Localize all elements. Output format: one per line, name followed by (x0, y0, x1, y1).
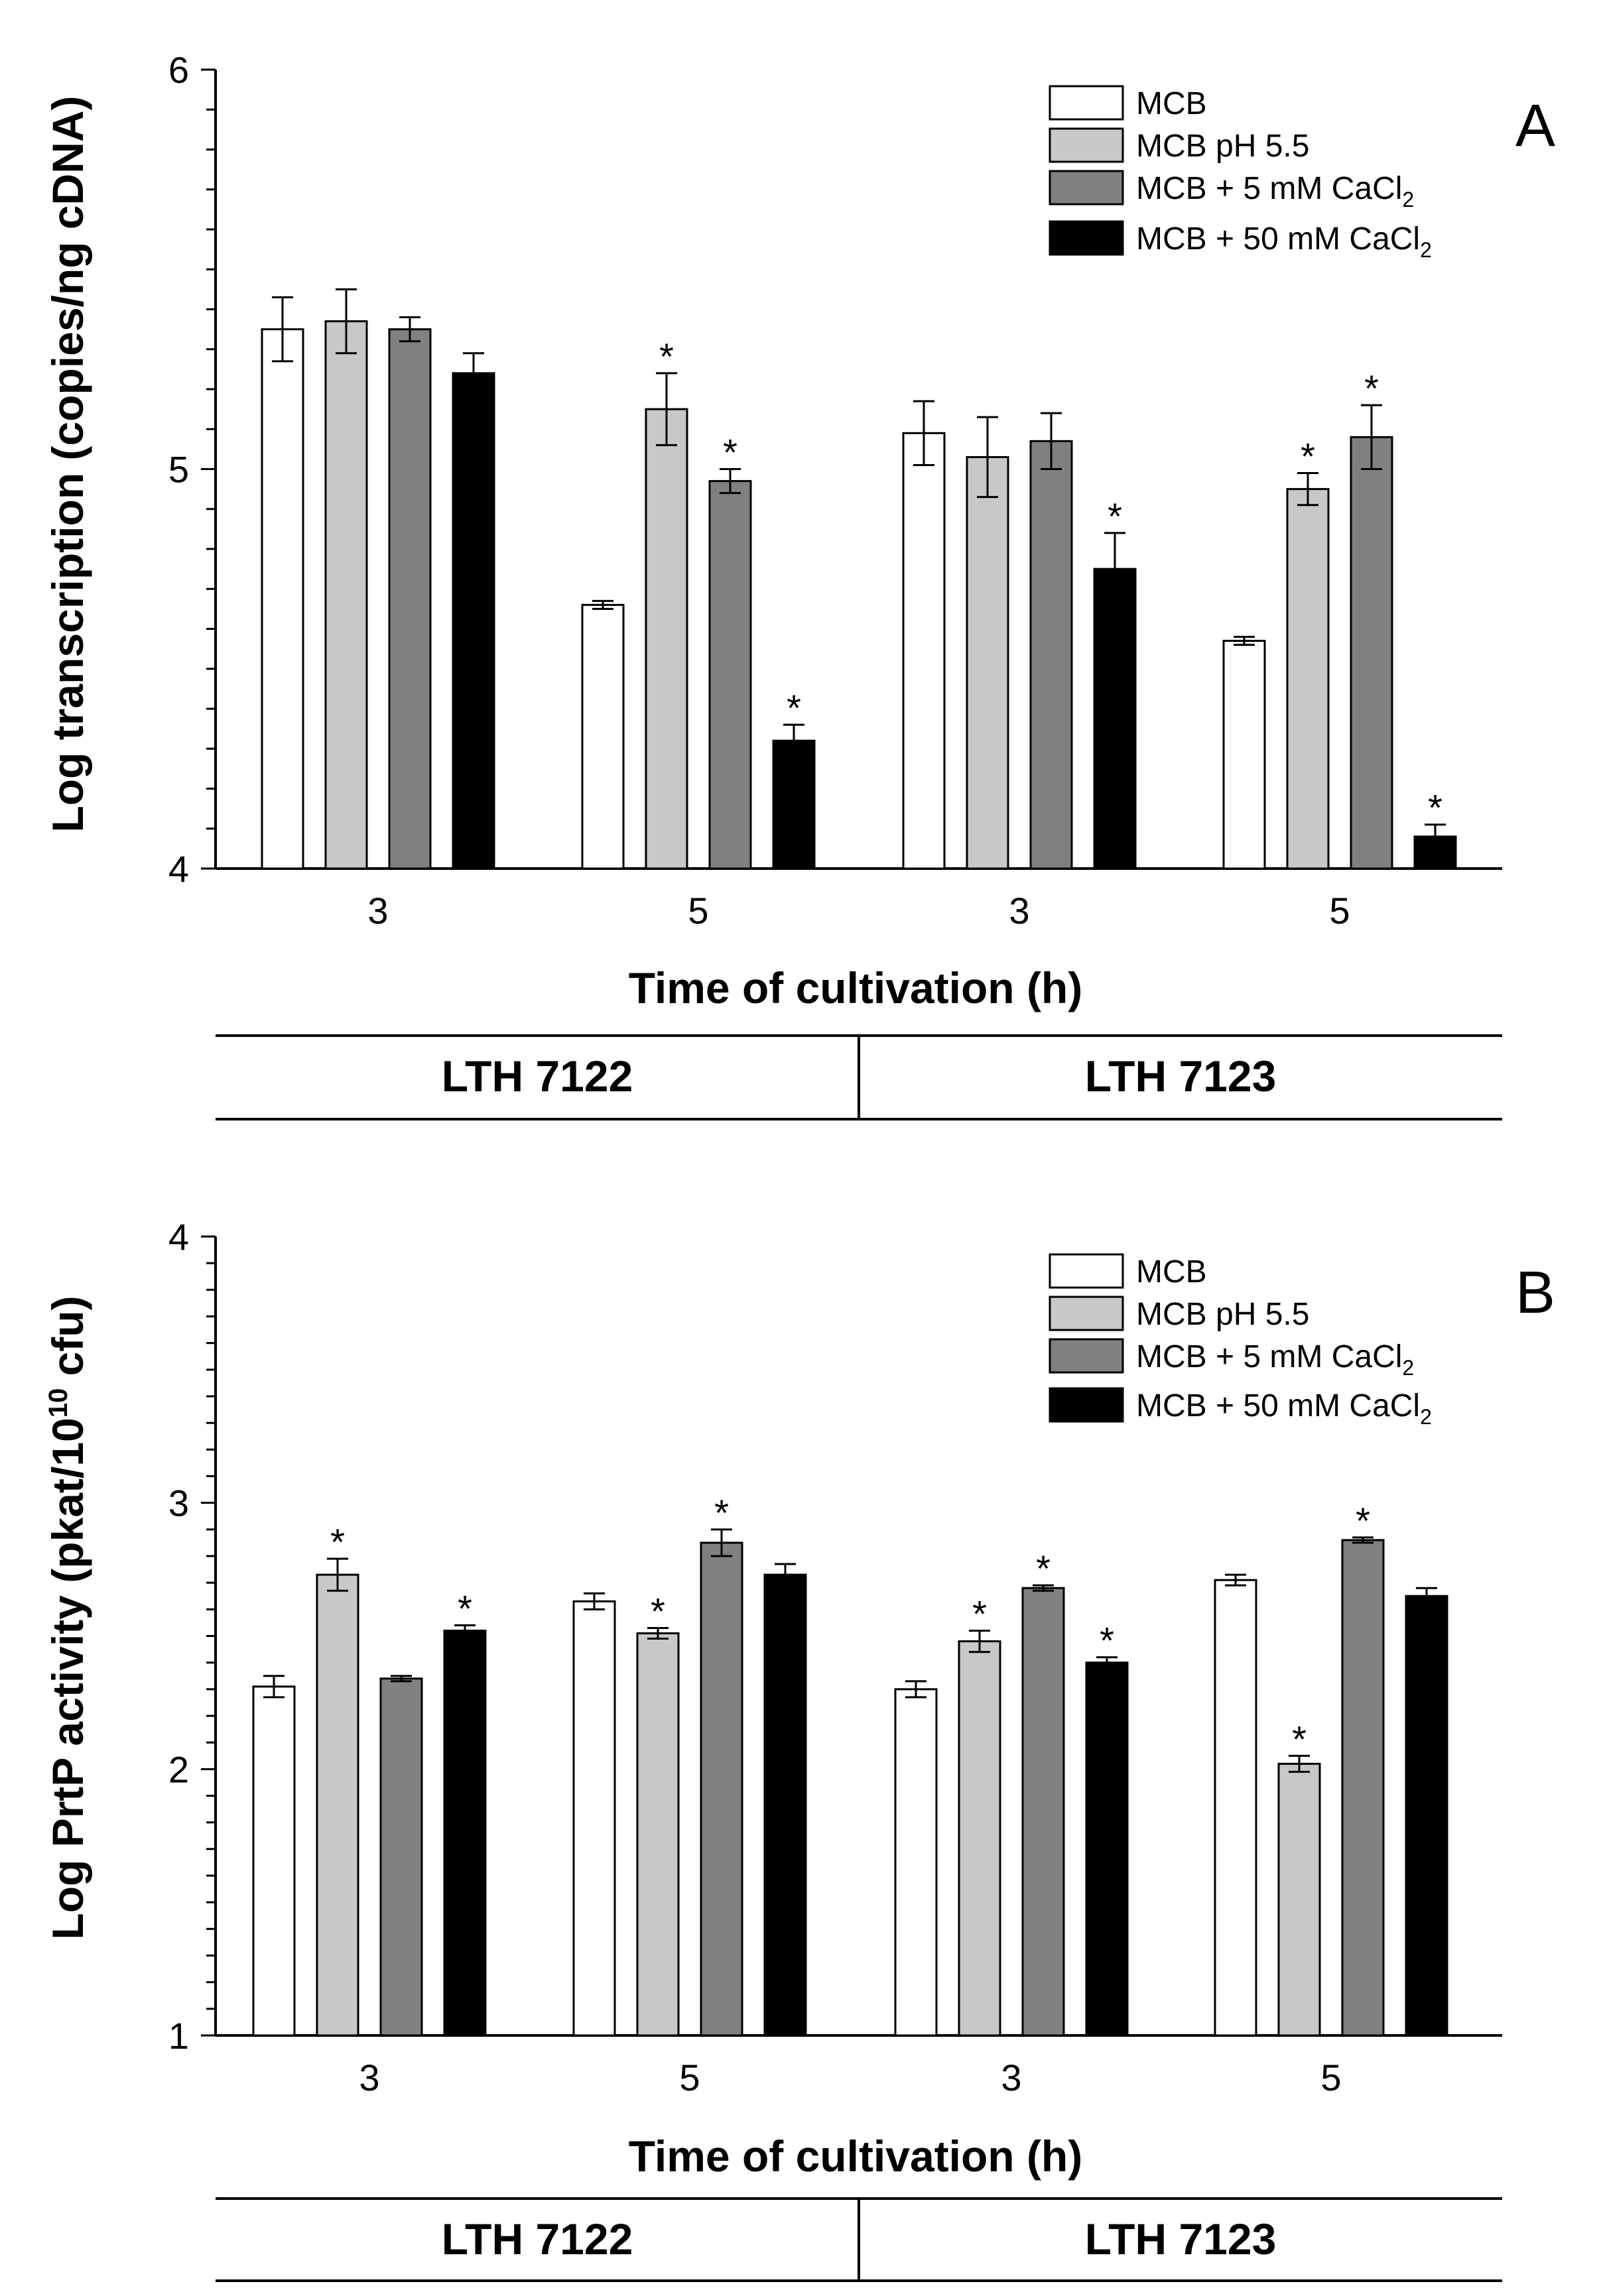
significance-star-b: * (458, 1587, 472, 1629)
bar-b-s1-g3 (1277, 1762, 1321, 2037)
bar-a-s2-g0 (388, 328, 432, 870)
x-tick-label-a: 5 (1329, 890, 1350, 932)
legend-label-mcb: MCB (1136, 1254, 1207, 1290)
bar-a-s0-g3 (1222, 640, 1266, 870)
bar-a-s3-g0 (452, 372, 495, 870)
significance-star-a: * (1108, 495, 1122, 537)
significance-star-b: * (330, 1521, 345, 1563)
significance-star-b: * (972, 1593, 987, 1634)
bar-b-s0-g3 (1214, 1579, 1257, 2037)
axes-b: 1 2 3 4 3 5 3 5 (168, 1216, 1502, 2098)
significance-star-a: * (787, 687, 801, 729)
strain-table-b: LTH 7122 LTH 7123 (216, 2197, 1502, 2282)
bars-a: * * * * * * * (261, 288, 1457, 870)
strain-label-lth7123-a: LTH 7123 (1085, 1052, 1277, 1101)
y-axis-label-b: Log PrtP activity (pkat/1010 cfu) (43, 1296, 92, 1939)
x-axis-label-a: Time of cultivation (h) (629, 963, 1082, 1012)
legend-label-ph: MCB pH 5.5 (1136, 1297, 1309, 1332)
strain-label-lth7122-b: LTH 7122 (442, 2214, 633, 2264)
bar-b-s3-g0 (443, 1629, 487, 2037)
bar-a-s1-g3 (1286, 488, 1330, 870)
legend-label-ca5: MCB + 5 mM CaCl2 (1136, 171, 1414, 211)
x-tick-label-a: 3 (1009, 890, 1029, 932)
significance-star-b: * (1292, 1718, 1307, 1760)
bars-b: * * * * * * * * * (252, 1492, 1448, 2037)
bar-b-s0-g1 (572, 1600, 616, 2037)
bar-b-s1-g1 (636, 1632, 680, 2037)
bar-b-s3-g1 (763, 1573, 807, 2037)
bar-b-s0-g2 (894, 1688, 938, 2037)
x-tick-label-b: 3 (1001, 2057, 1021, 2098)
y-tick-label-a: 5 (168, 449, 189, 491)
bar-a-s2-g2 (1029, 440, 1073, 870)
panel-letter-a: A (1515, 93, 1555, 159)
legend-swatch-ph (1049, 1296, 1124, 1331)
bar-a-s1-g0 (324, 320, 368, 870)
legend-swatch-ph (1049, 127, 1124, 163)
x-tick-label-b: 5 (1320, 2057, 1341, 2098)
legend-label-ca5: MCB + 5 mM CaCl2 (1136, 1339, 1414, 1380)
y-tick-label-a: 4 (168, 848, 189, 890)
significance-star-a: * (723, 432, 737, 473)
y-axis-label-a: Log transcription (copies/ng cDNA) (43, 95, 92, 832)
significance-star-a: * (1301, 436, 1315, 477)
significance-star-a: * (659, 335, 674, 377)
bar-b-s3-g3 (1405, 1595, 1448, 2037)
y-tick-label-b: 3 (168, 1482, 189, 1524)
x-tick-label-b: 3 (359, 2057, 379, 2098)
bar-b-s0-g0 (252, 1685, 296, 2037)
panel-a: Log transcription (copies/ng cDNA) Time … (43, 49, 1555, 1120)
y-tick-label-b: 1 (168, 2015, 189, 2057)
legend-label-mcb: MCB (1136, 86, 1207, 121)
bar-a-s0-g2 (902, 432, 946, 870)
legend-b: MCB MCB pH 5.5 MCB + 5 mM CaCl2 MCB + 50… (1049, 1253, 1432, 1429)
bar-b-s2-g3 (1341, 1539, 1385, 2037)
bar-a-s3-g1 (772, 739, 816, 870)
legend-a: MCB MCB pH 5.5 MCB + 5 mM CaCl2 MCB + 50… (1049, 85, 1432, 262)
panel-letter-b: B (1515, 1260, 1555, 1326)
strain-label-lth7122-a: LTH 7122 (442, 1052, 633, 1101)
significance-star-b: * (651, 1590, 665, 1632)
legend-swatch-mcb (1049, 1253, 1124, 1289)
x-axis-label-b: Time of cultivation (h) (629, 2132, 1082, 2181)
y-tick-label-b: 4 (168, 1216, 189, 1258)
x-tick-label-a: 3 (367, 890, 388, 932)
legend-swatch-ca50 (1049, 1387, 1124, 1423)
significance-star-a: * (1428, 787, 1442, 829)
bar-b-s2-g1 (700, 1541, 743, 2037)
strain-table-a: LTH 7122 LTH 7123 (216, 1034, 1502, 1120)
significance-star-b: * (1100, 1620, 1114, 1662)
y-tick-label-b: 2 (168, 1748, 189, 1790)
significance-star-b: * (1036, 1547, 1051, 1589)
bar-a-s0-g1 (581, 603, 625, 870)
bar-a-s2-g1 (708, 480, 752, 870)
significance-star-a: * (1364, 367, 1379, 409)
x-tick-label-b: 5 (679, 2057, 700, 2098)
legend-label-ph: MCB pH 5.5 (1136, 129, 1309, 164)
strain-label-lth7123-b: LTH 7123 (1085, 2214, 1277, 2264)
legend-label-ca50: MCB + 50 mM CaCl2 (1136, 1388, 1432, 1429)
bar-a-s1-g2 (966, 455, 1009, 870)
significance-star-b: * (714, 1492, 729, 1534)
bar-a-s0-g0 (261, 328, 304, 870)
legend-swatch-ca5 (1049, 170, 1124, 206)
bar-a-s2-g3 (1350, 436, 1393, 870)
y-tick-label-a: 6 (168, 49, 189, 91)
legend-swatch-ca5 (1049, 1338, 1124, 1374)
bar-b-s2-g0 (379, 1677, 423, 2037)
bar-b-s1-g0 (316, 1573, 359, 2037)
legend-swatch-ca50 (1049, 220, 1124, 256)
bar-a-s1-g1 (645, 408, 688, 870)
bar-b-s3-g2 (1085, 1662, 1129, 2037)
x-tick-label-a: 5 (688, 890, 708, 932)
significance-star-b: * (1356, 1500, 1370, 1541)
bar-b-s1-g2 (958, 1640, 1001, 2037)
bar-b-s2-g2 (1021, 1587, 1065, 2037)
panel-b: Log PrtP activity (pkat/1010 cfu) Time o… (43, 1216, 1555, 2282)
legend-label-ca50: MCB + 50 mM CaCl2 (1136, 221, 1432, 262)
legend-swatch-mcb (1049, 85, 1124, 121)
bar-a-s3-g2 (1093, 568, 1137, 870)
